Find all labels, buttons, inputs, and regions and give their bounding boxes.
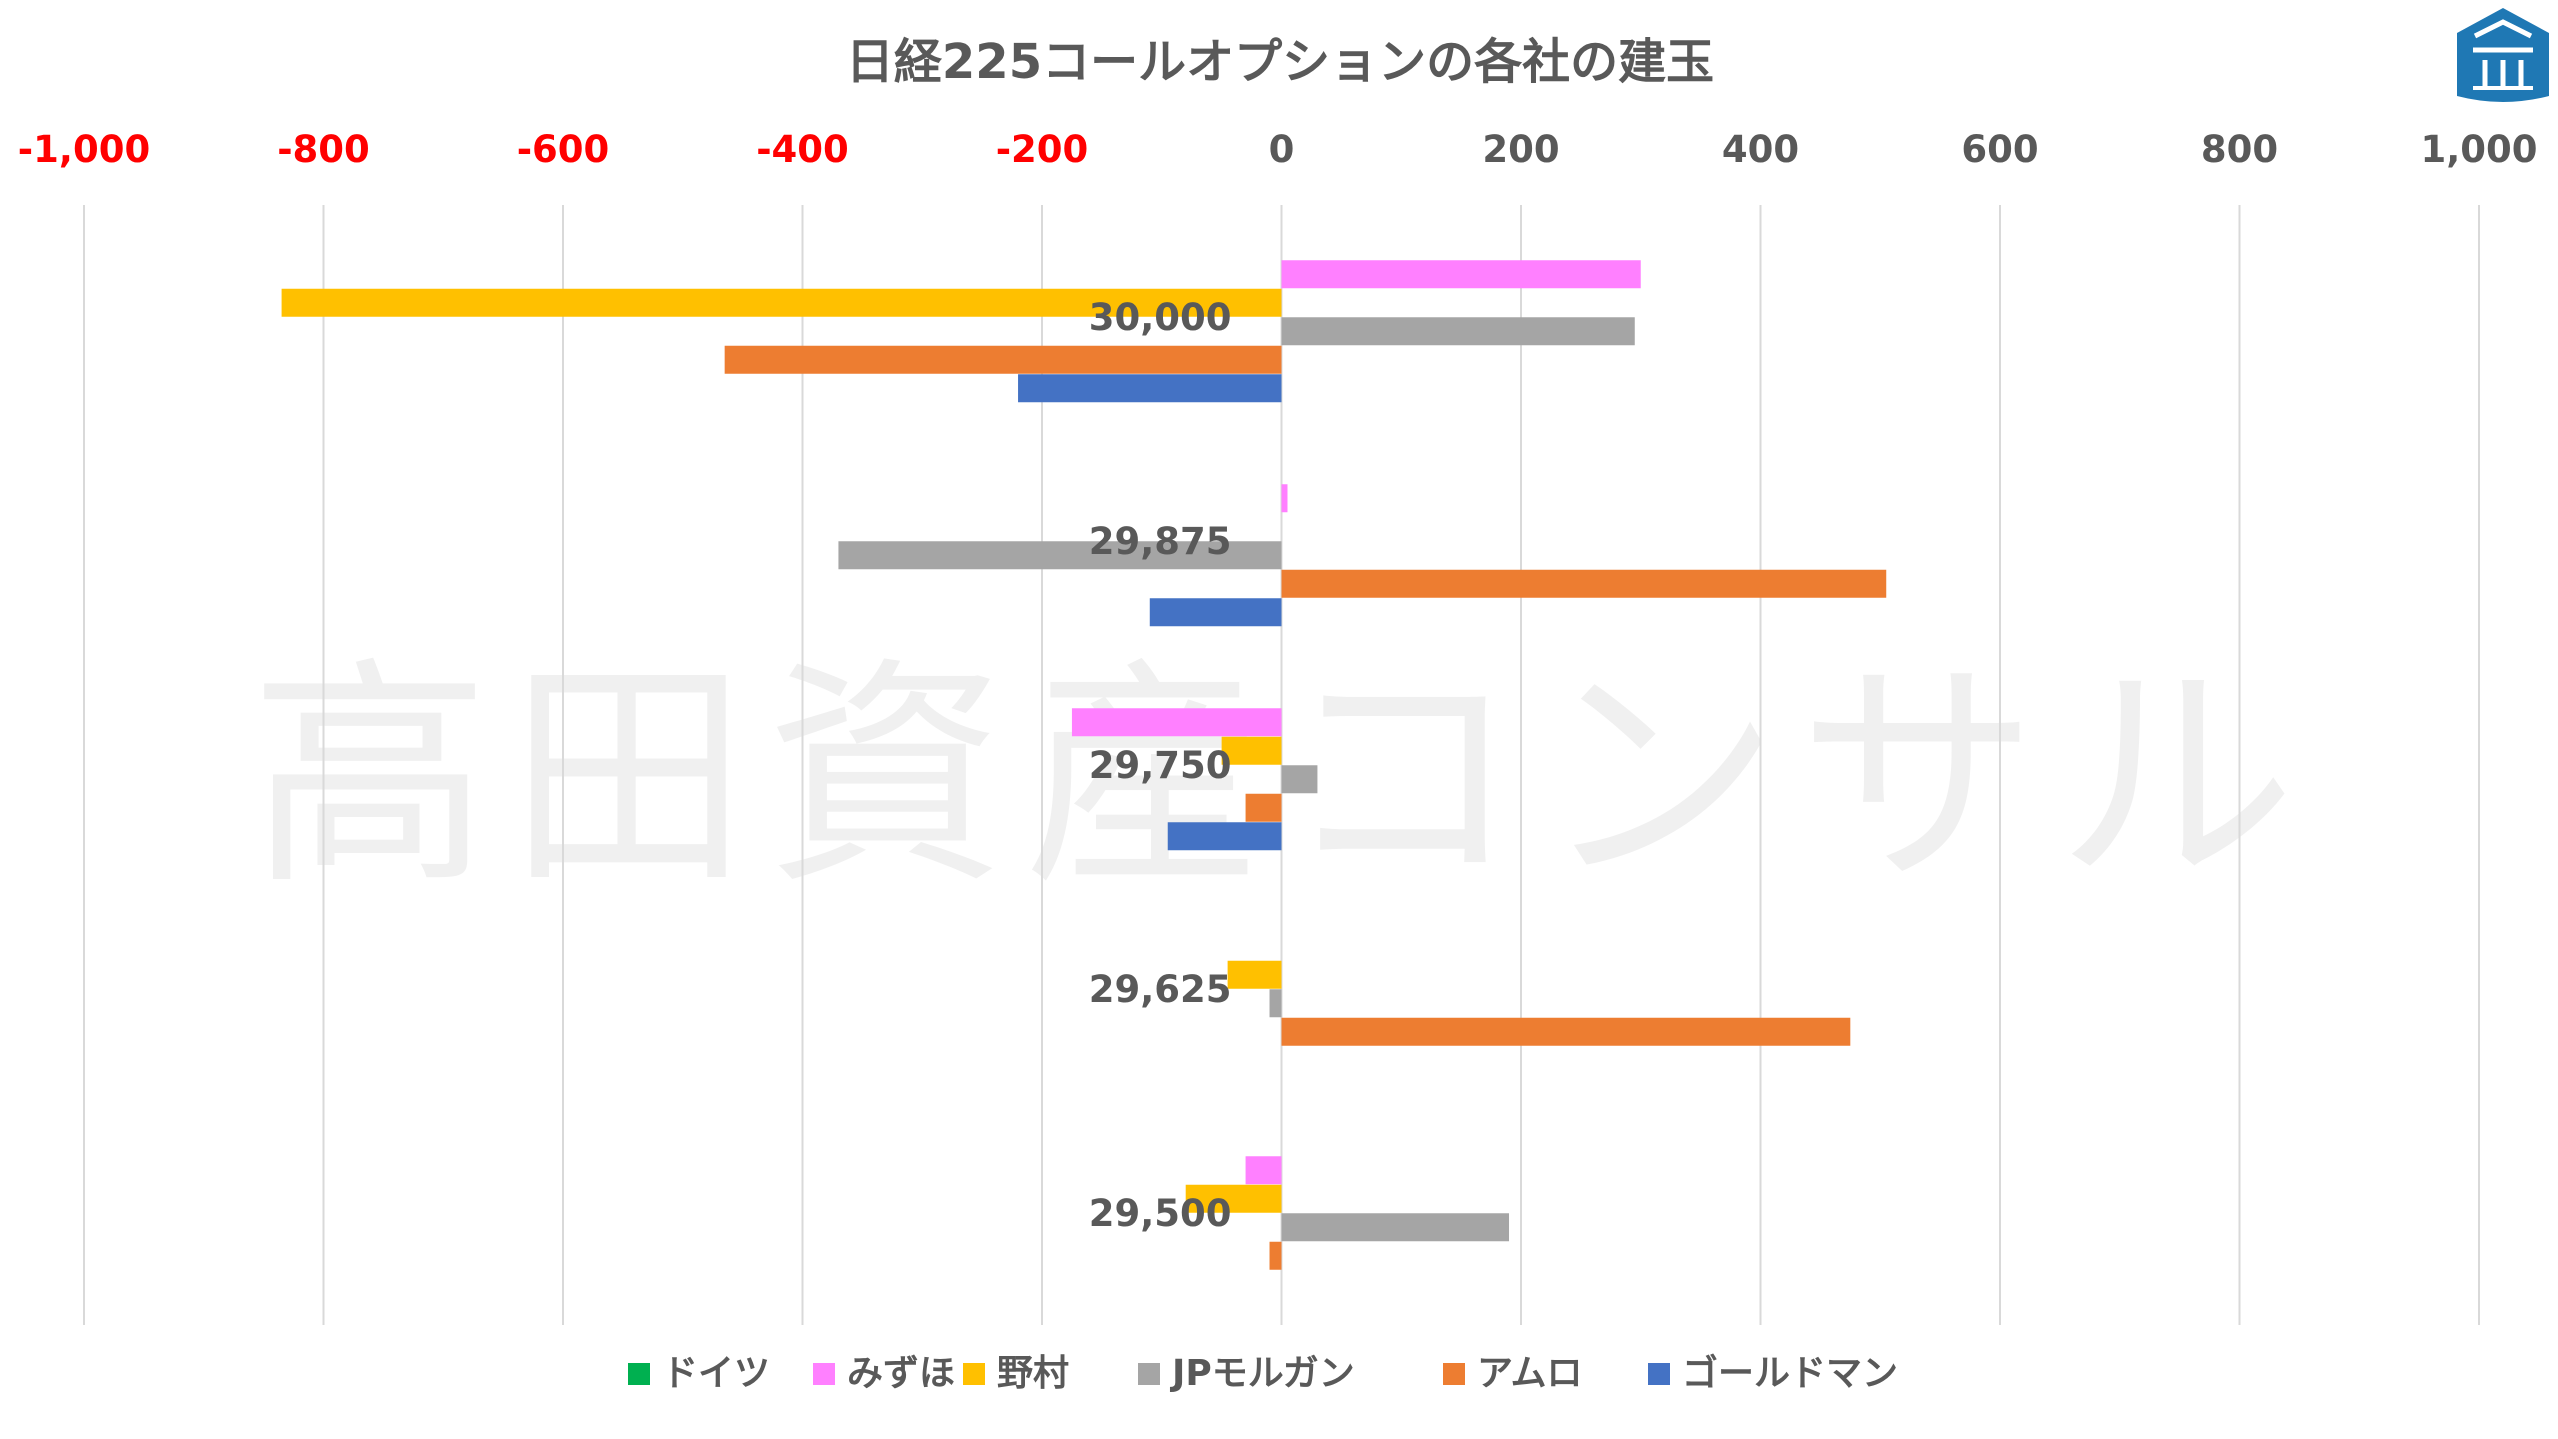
x-tick-label: 400 (1722, 128, 1799, 171)
category-label: 30,000 (1089, 296, 1232, 339)
legend-label: 野村 (997, 1353, 1069, 1394)
category-label: 29,500 (1089, 1192, 1232, 1235)
legend-swatch (963, 1363, 985, 1385)
bar (1281, 317, 1635, 346)
legend-label: ドイツ (662, 1353, 770, 1394)
x-tick-label: -600 (517, 128, 610, 171)
chart-title: 日経225コールオプションの各社の建玉 (846, 34, 1714, 90)
bar (1281, 765, 1318, 794)
bar (1185, 1184, 1282, 1213)
x-tick-label: 1,000 (2420, 128, 2537, 171)
bar (1269, 989, 1282, 1018)
x-tick-label: -400 (756, 128, 849, 171)
bar (1281, 260, 1641, 289)
bar (1269, 1241, 1282, 1270)
bar (1245, 793, 1282, 822)
x-tick-label: 200 (1482, 128, 1559, 171)
bar (1281, 1213, 1510, 1242)
bar (1149, 598, 1282, 627)
x-tick-label: -1,000 (18, 128, 150, 171)
bar (1018, 374, 1282, 403)
category-labels: 30,000 29,875 29,750 29,625 29,500 (1089, 296, 1232, 1235)
legend-label: ゴールドマン (1682, 1352, 1898, 1394)
bars (281, 260, 1887, 1270)
bar (281, 288, 1282, 317)
category-label: 29,625 (1089, 968, 1232, 1011)
bar (1281, 1017, 1851, 1046)
legend-swatch (1648, 1363, 1670, 1385)
bar (1221, 736, 1282, 765)
watermark: 高田資産コンサル (250, 637, 2314, 917)
legend-swatch (1138, 1363, 1160, 1385)
bar (838, 541, 1282, 570)
legend-swatch (1443, 1363, 1465, 1385)
category-label: 29,750 (1089, 744, 1232, 787)
bar (1227, 960, 1282, 989)
legend-label: みずほ (847, 1353, 955, 1394)
legend-label: JPモルガン (1169, 1353, 1355, 1394)
category-label: 29,875 (1089, 520, 1232, 563)
legend-label: アムロ (1477, 1353, 1582, 1394)
bar (724, 345, 1282, 374)
x-tick-label: 0 (1269, 128, 1295, 171)
legend-swatch (813, 1363, 835, 1385)
bar (1281, 569, 1887, 598)
x-tick-label: 800 (2201, 128, 2278, 171)
bar (1071, 708, 1282, 737)
bar (1167, 822, 1282, 851)
x-tick-label: -800 (277, 128, 370, 171)
legend: ドイツ みずほ 野村 JPモルガン アムロ ゴールドマン (628, 1352, 1898, 1394)
x-tick-label: -200 (996, 128, 1089, 171)
gridlines (83, 205, 2480, 1325)
bar (1245, 1156, 1282, 1185)
takata-logo-icon (2457, 8, 2549, 102)
bar (1281, 484, 1288, 513)
legend-swatch (628, 1363, 650, 1385)
x-tick-label: 600 (1961, 128, 2038, 171)
x-axis-ticks: -1,000 -800 -600 -400 -200 0 200 400 600 800 1,000 (18, 128, 2538, 171)
